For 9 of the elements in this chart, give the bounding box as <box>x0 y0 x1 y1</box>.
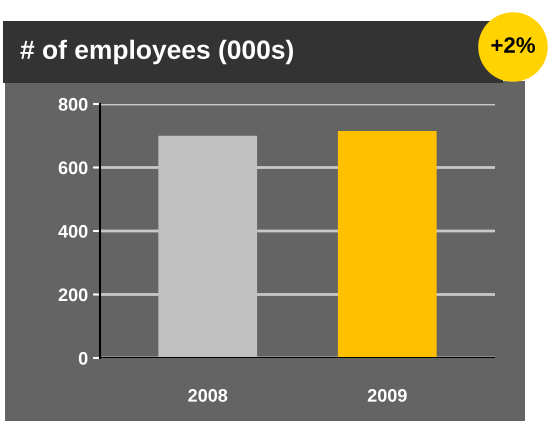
y-tick-label: 800 <box>58 98 88 111</box>
y-tick-label: 0 <box>78 352 88 365</box>
x-tick-label: 2009 <box>368 389 407 402</box>
text: +2% <box>491 37 535 53</box>
x-tick-label: 2008 <box>188 389 228 402</box>
y-tick-label: 200 <box>58 288 88 302</box>
chart-title: # of employees (000s) <box>20 40 293 64</box>
y-tick-label: 600 <box>58 161 88 174</box>
y-tick-label: 400 <box>58 224 88 238</box>
